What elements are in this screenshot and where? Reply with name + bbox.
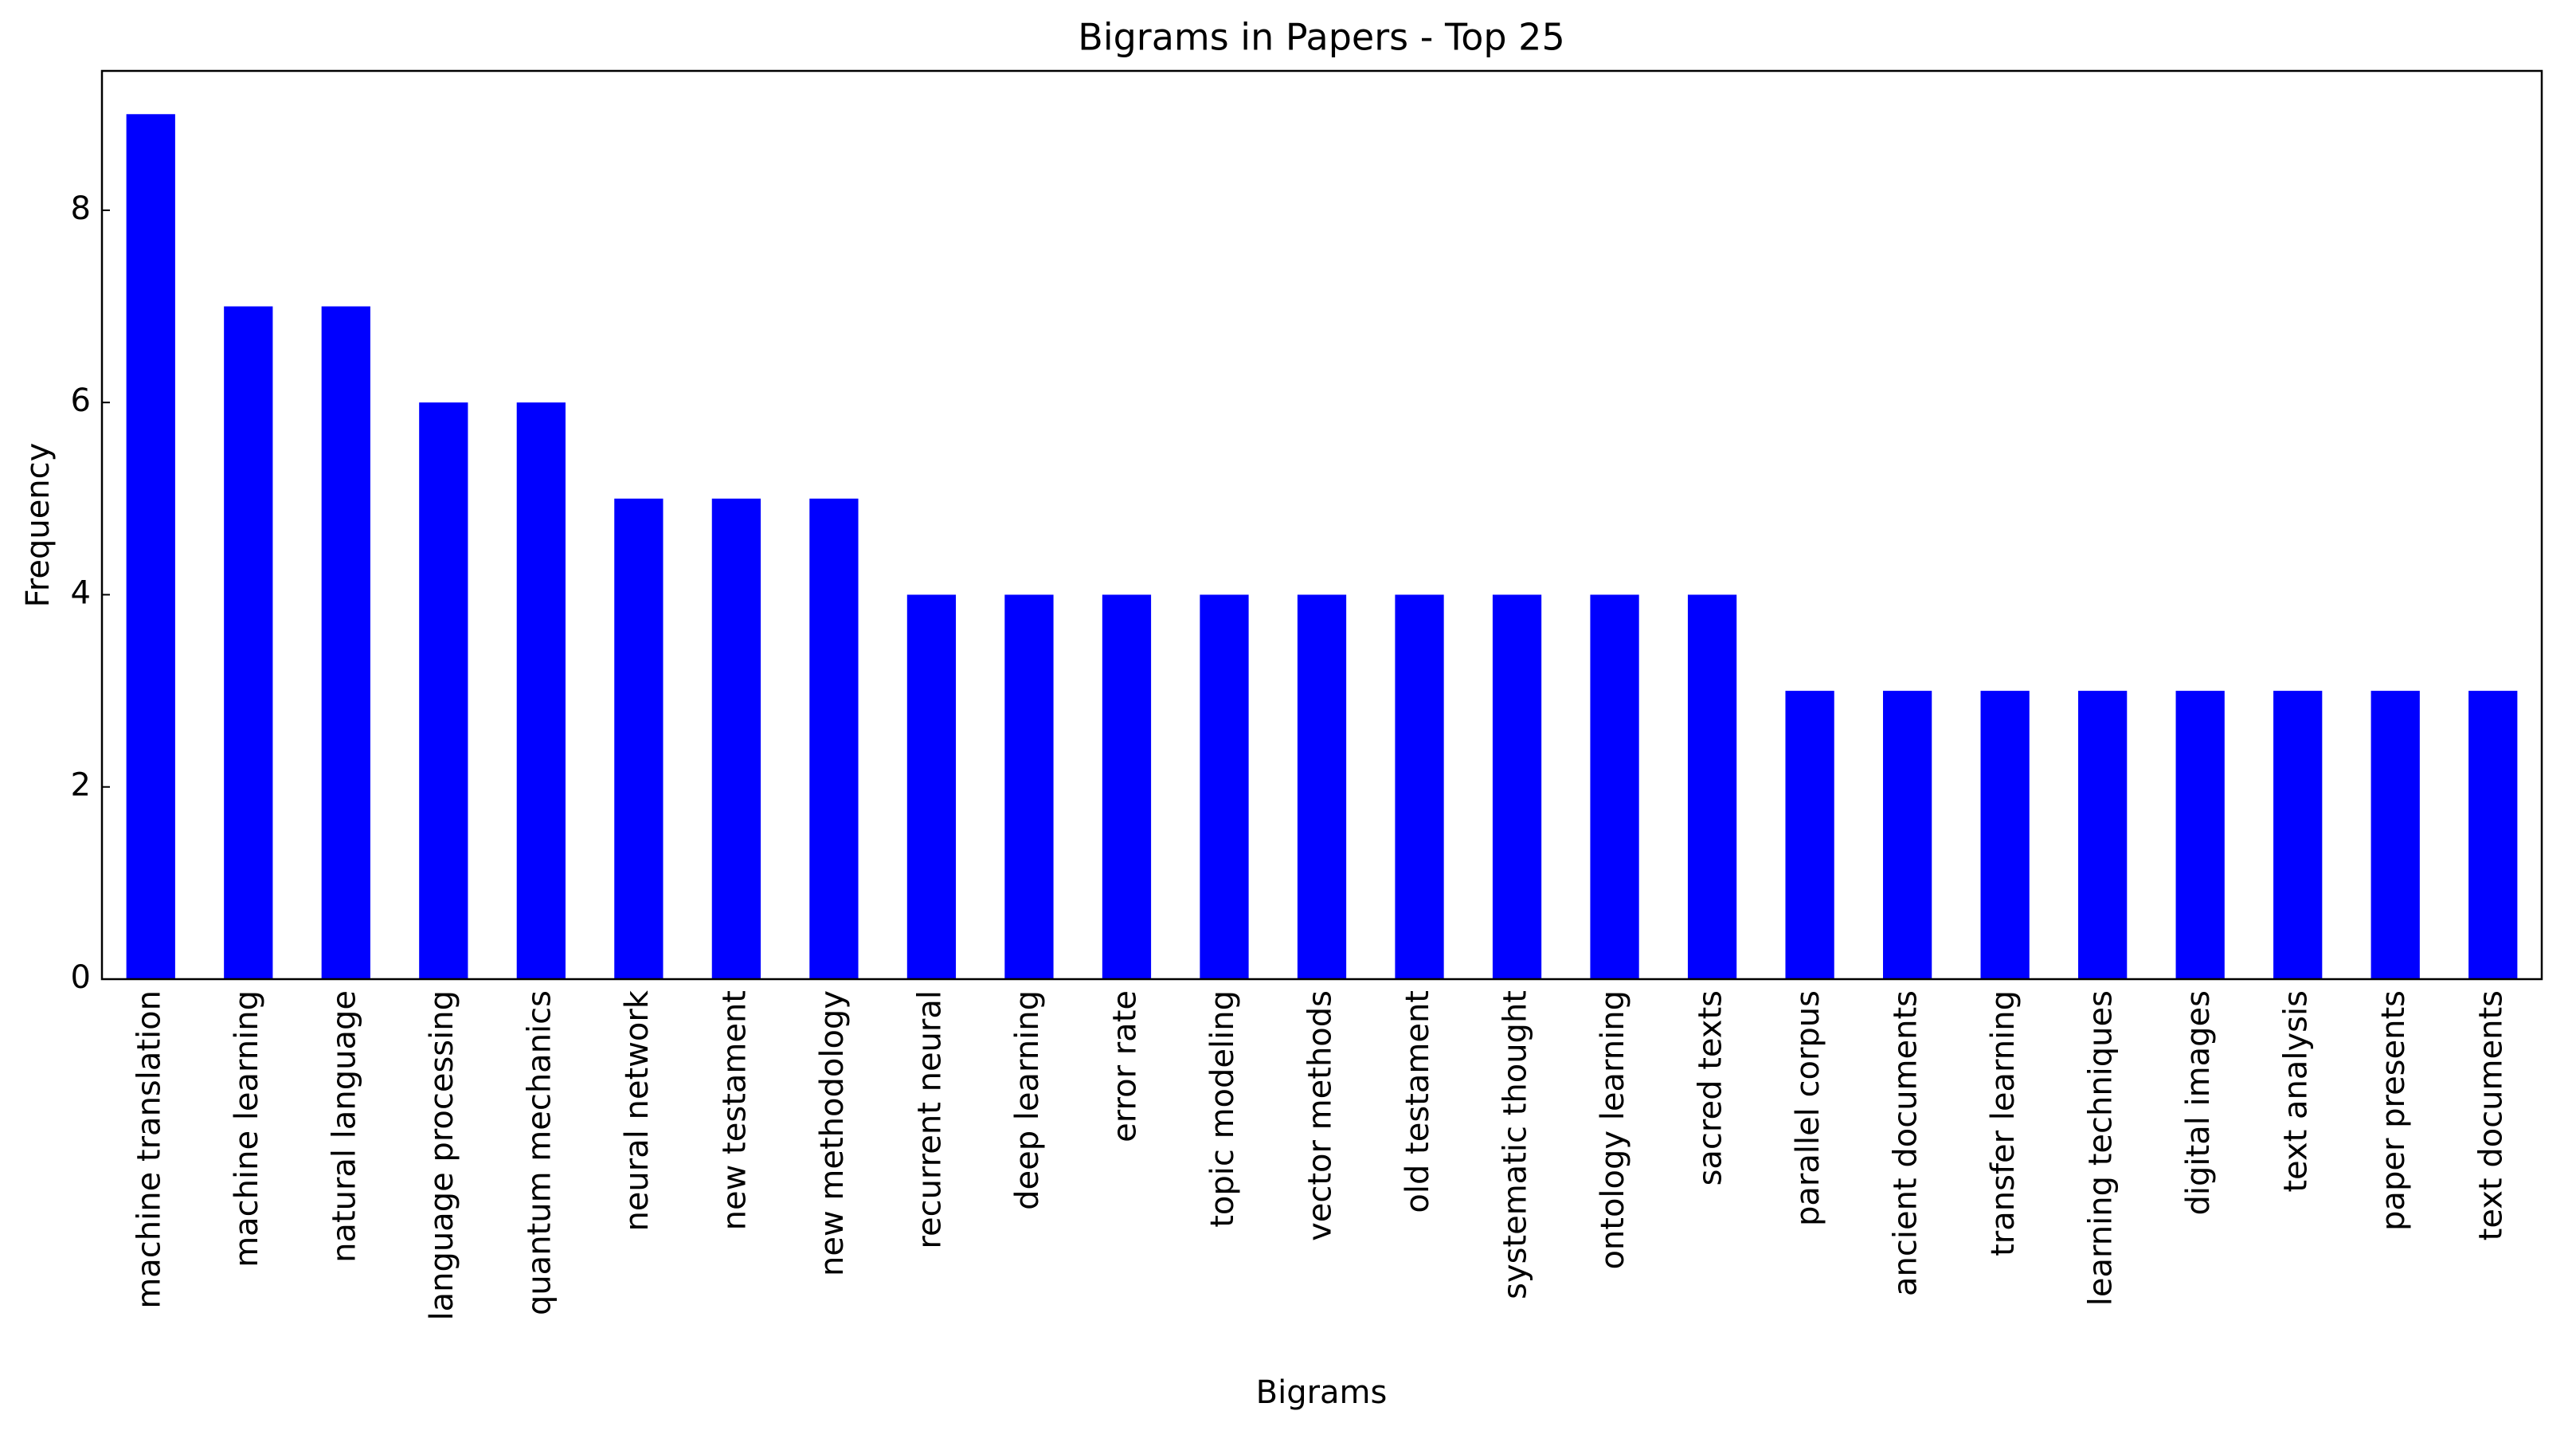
y-tick-label: 4 bbox=[71, 574, 91, 611]
x-tick-label: ontology learning bbox=[1595, 990, 1631, 1270]
plot-frame bbox=[100, 69, 2543, 981]
bar bbox=[1395, 594, 1444, 979]
x-tick-label: sacred texts bbox=[1693, 990, 1729, 1185]
bar bbox=[809, 498, 859, 979]
x-tick-label: text documents bbox=[2473, 990, 2510, 1240]
bar bbox=[419, 402, 468, 979]
bar bbox=[1882, 691, 1932, 979]
x-tick-label: digital images bbox=[2180, 990, 2217, 1215]
bar bbox=[1200, 594, 1249, 979]
x-tick-label: paper presents bbox=[2375, 990, 2412, 1231]
bar bbox=[321, 306, 370, 979]
x-tick-label: transfer learning bbox=[1985, 990, 2022, 1256]
y-tick-label: 6 bbox=[71, 382, 91, 419]
x-axis-label: Bigrams bbox=[1256, 1374, 1388, 1411]
bar bbox=[906, 594, 957, 979]
x-tick-label: topic modeling bbox=[1204, 990, 1241, 1228]
bar bbox=[1297, 594, 1347, 979]
bar bbox=[2370, 691, 2420, 979]
x-tick-label: new methodology bbox=[814, 990, 851, 1276]
bar bbox=[1687, 594, 1737, 979]
bar bbox=[126, 114, 175, 979]
x-tick-label: quantum mechanics bbox=[521, 990, 558, 1315]
y-tick-label: 0 bbox=[71, 959, 91, 996]
bar bbox=[516, 402, 566, 979]
bar bbox=[1102, 594, 1152, 979]
x-tick-label: machine learning bbox=[229, 990, 265, 1268]
x-tick-label: text analysis bbox=[2278, 990, 2315, 1193]
bar bbox=[2273, 691, 2323, 979]
bar bbox=[1590, 594, 1639, 979]
x-tick-label: machine translation bbox=[131, 990, 167, 1309]
bar bbox=[1004, 594, 1054, 979]
bar bbox=[1980, 691, 2030, 979]
x-tick-label: natural language bbox=[326, 990, 362, 1263]
x-tick-label: deep learning bbox=[1009, 990, 1046, 1210]
x-tick-label: error rate bbox=[1106, 990, 1143, 1142]
bar bbox=[2175, 691, 2225, 979]
x-tick-label: language processing bbox=[424, 990, 460, 1321]
bar bbox=[224, 306, 273, 979]
x-tick-label: learning techniques bbox=[2083, 990, 2120, 1306]
x-tick-label: systematic thought bbox=[1497, 990, 1534, 1299]
chart-title: Bigrams in Papers - Top 25 bbox=[1078, 16, 1564, 59]
x-tick-label: ancient documents bbox=[1888, 990, 1924, 1296]
x-tick-label: parallel corpus bbox=[1790, 990, 1826, 1226]
x-tick-label: new testament bbox=[716, 990, 753, 1230]
bar bbox=[2468, 691, 2518, 979]
x-tick-label: old testament bbox=[1400, 990, 1436, 1213]
y-axis-label: Frequency bbox=[20, 443, 57, 608]
bar bbox=[1785, 691, 1834, 979]
y-tick-label: 2 bbox=[71, 767, 91, 804]
x-tick-label: recurrent neural bbox=[911, 990, 948, 1249]
bar bbox=[1492, 594, 1542, 979]
bar bbox=[614, 498, 664, 979]
x-tick-label: vector methods bbox=[1302, 990, 1339, 1241]
y-tick-label: 8 bbox=[71, 190, 91, 227]
x-tick-label: neural network bbox=[619, 990, 656, 1231]
bar bbox=[2078, 691, 2128, 979]
bar bbox=[711, 498, 761, 979]
